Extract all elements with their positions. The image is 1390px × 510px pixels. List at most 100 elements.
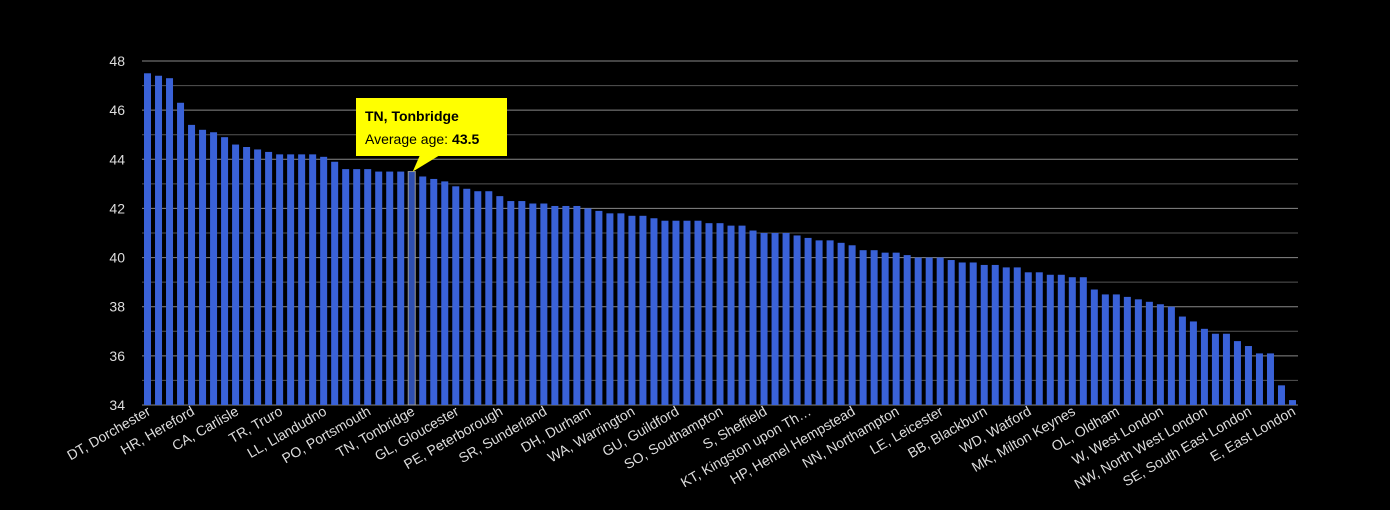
bar: [1013, 267, 1021, 405]
bar: [397, 171, 405, 405]
bar: [936, 257, 944, 405]
bar: [749, 230, 757, 405]
bar: [353, 169, 361, 405]
bar: [870, 250, 878, 405]
bar: [804, 237, 812, 405]
bar: [166, 78, 174, 405]
bar: [463, 188, 471, 405]
bar: [958, 262, 966, 405]
bar: [837, 242, 845, 405]
bar: [617, 213, 625, 405]
y-tick-label: 34: [109, 397, 125, 413]
bar: [188, 124, 196, 405]
bar: [474, 191, 482, 405]
bar: [1090, 289, 1098, 405]
bar: [529, 203, 537, 405]
tooltip-label: Average age:: [365, 131, 448, 147]
bar: [639, 215, 647, 405]
bar: [496, 196, 504, 405]
bar: [793, 235, 801, 405]
y-tick-label: 38: [109, 299, 125, 315]
bar: [760, 233, 768, 405]
y-tick-label: 48: [109, 53, 125, 69]
bar: [287, 154, 295, 405]
bar: [210, 132, 218, 405]
bar: [452, 186, 460, 405]
bar: [1123, 296, 1131, 405]
tooltip-title: TN, Tonbridge: [365, 108, 459, 124]
bar: [848, 245, 856, 405]
tooltip-text: Average age: 43.5: [365, 131, 479, 147]
bar: [1244, 346, 1252, 405]
y-tick-label: 40: [109, 250, 125, 266]
bar: [507, 201, 515, 405]
bar: [738, 225, 746, 405]
bar: [562, 205, 570, 405]
bar: [1255, 353, 1263, 405]
bar: [430, 178, 438, 405]
bar: [1189, 321, 1197, 405]
bar: [243, 147, 251, 405]
y-tick-label: 44: [109, 151, 125, 167]
bar: [683, 220, 691, 405]
bar: [551, 205, 559, 405]
bar: [221, 137, 229, 405]
bar: [540, 203, 548, 405]
bar: [1222, 333, 1230, 405]
bar: [815, 240, 823, 405]
bar: [441, 181, 449, 405]
bar: [1046, 274, 1054, 405]
bar: [1057, 274, 1065, 405]
bar: [1233, 341, 1241, 405]
bar: [342, 169, 350, 405]
bar: [771, 233, 779, 405]
bar: [650, 218, 658, 405]
y-tick-label: 46: [109, 102, 125, 118]
bar: [1068, 277, 1076, 405]
bar: [155, 75, 163, 405]
bar: [1178, 316, 1186, 405]
bar: [1035, 272, 1043, 405]
bar: [826, 240, 834, 405]
tooltip: [356, 98, 507, 156]
bar: [694, 220, 702, 405]
bar: [265, 151, 273, 405]
bar: [925, 257, 933, 405]
bar: [320, 156, 328, 405]
y-tick-label: 42: [109, 200, 125, 216]
bar: [782, 233, 790, 405]
bar: [254, 149, 262, 405]
bar: [1112, 294, 1120, 405]
bar: [980, 264, 988, 405]
bar: [573, 205, 581, 405]
bar: [947, 260, 955, 405]
bar: [606, 213, 614, 405]
bar: [298, 154, 306, 405]
bar: [419, 176, 427, 405]
bar: [1002, 267, 1010, 405]
bar: [1134, 299, 1142, 405]
bar: [1079, 277, 1087, 405]
bar: [969, 262, 977, 405]
bar: [364, 169, 372, 405]
bar: [1156, 304, 1164, 405]
bar: [672, 220, 680, 405]
bar: [407, 171, 416, 406]
tooltip-pointer: [412, 155, 440, 172]
bar: [881, 252, 889, 405]
bar: [331, 161, 339, 405]
bar: [1288, 400, 1296, 405]
bar: [1101, 294, 1109, 405]
y-tick-label: 36: [109, 348, 125, 364]
bar: [859, 250, 867, 405]
bar: [903, 255, 911, 405]
bar: [199, 129, 207, 406]
bar: [727, 225, 735, 405]
bar: [892, 252, 900, 405]
bar: [705, 223, 713, 405]
bar: [716, 223, 724, 405]
bar: [386, 171, 394, 405]
bar: [914, 257, 922, 405]
bar: [1277, 385, 1285, 405]
